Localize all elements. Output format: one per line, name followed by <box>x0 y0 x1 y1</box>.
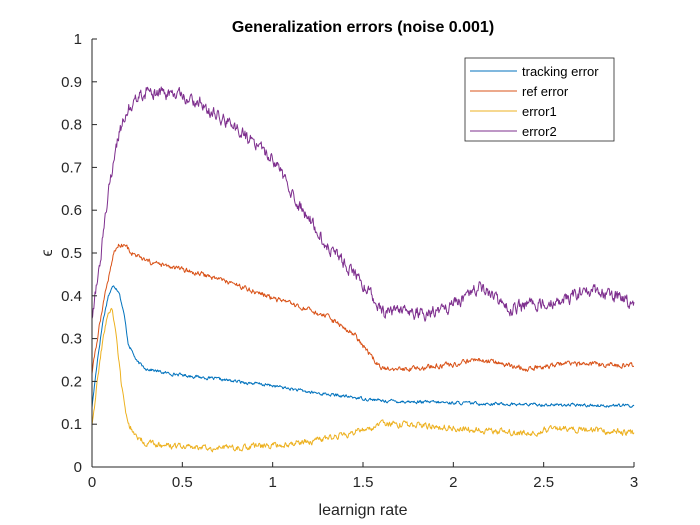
x-tick-label: 3 <box>630 474 638 491</box>
y-tick-label: 0 <box>74 459 82 476</box>
series-line-ref-error <box>91 243 635 374</box>
series-layer <box>91 86 635 453</box>
series-line-error1 <box>91 307 635 453</box>
y-tick-label: 0.1 <box>61 416 82 433</box>
x-axis-label: learnign rate <box>319 502 408 519</box>
legend-box <box>464 57 615 142</box>
y-tick-label: 0.5 <box>61 245 82 262</box>
y-tick-label: 0.8 <box>61 117 82 134</box>
legend-items: tracking error ref error error1 error2 <box>470 64 599 139</box>
x-tick-label: 1.5 <box>353 474 374 491</box>
legend-label: tracking error <box>522 64 599 79</box>
legend: tracking error ref error error1 error2 <box>464 57 615 142</box>
legend-label: error1 <box>522 104 557 119</box>
y-tick-label: 0.6 <box>61 202 82 219</box>
y-tick-label: 0.2 <box>61 373 82 390</box>
x-tick-label: 2.5 <box>533 474 554 491</box>
legend-label: error2 <box>522 124 557 139</box>
y-tick-label: 0.7 <box>61 159 82 176</box>
series-line-tracking-error <box>91 285 635 408</box>
series-line-error2 <box>91 86 635 322</box>
y-tick-label: 0.4 <box>61 288 82 305</box>
y-tick-label: 1 <box>74 31 82 48</box>
x-tick-label: 0.5 <box>172 474 193 491</box>
x-tick-label: 0 <box>88 474 96 491</box>
y-tick-label: 0.9 <box>61 74 82 91</box>
chart-title: Generalization errors (noise 0.001) <box>232 19 494 36</box>
y-tick-label: 0.3 <box>61 331 82 348</box>
x-tick-label: 1 <box>268 474 276 491</box>
ticks-layer: 0 0.5 1 1.5 2 2.5 3 0 0.1 0.2 0.3 0.4 0.5 0.6 0.7 0.8 0.… <box>61 31 638 491</box>
x-tick-label: 2 <box>449 474 457 491</box>
y-axis-label: ϵ <box>39 249 56 256</box>
legend-label: ref error <box>522 84 569 99</box>
